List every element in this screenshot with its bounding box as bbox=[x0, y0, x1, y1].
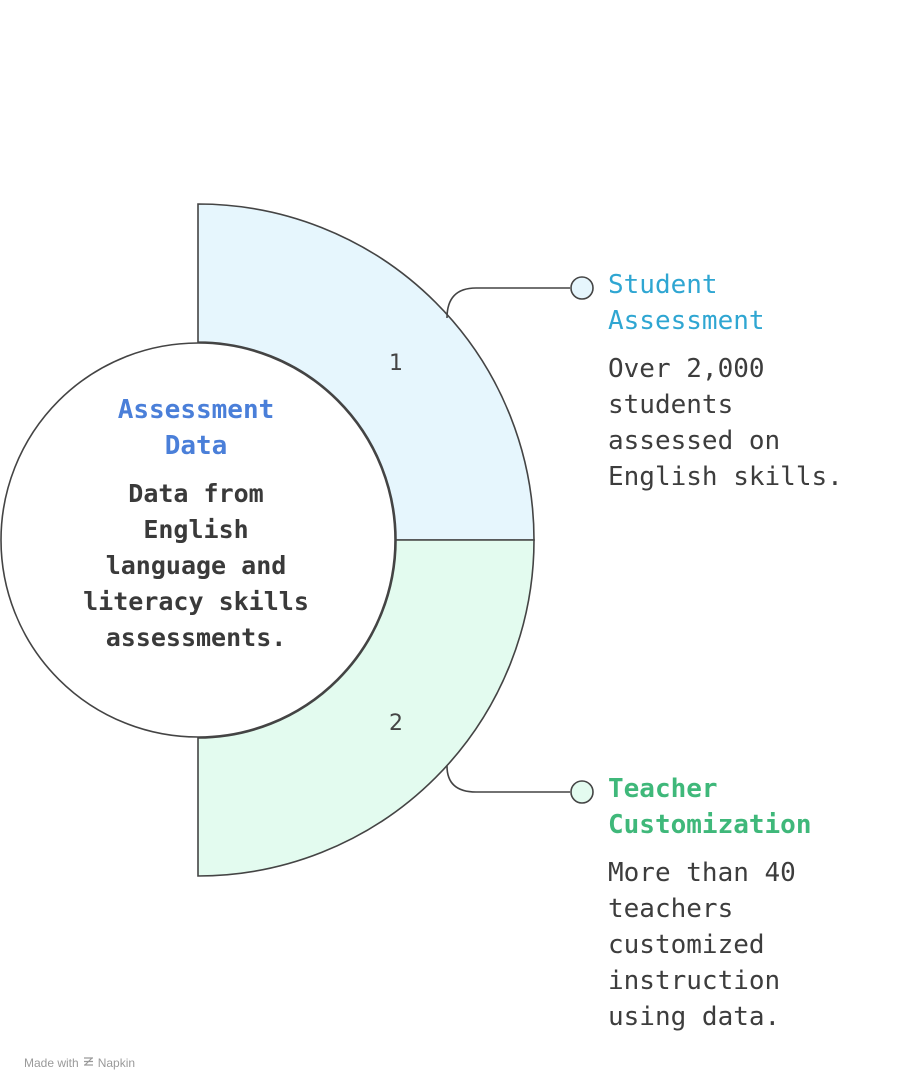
segment-2-description: More than 40 teachers customized instruc… bbox=[608, 858, 796, 1032]
segment-2-number: 2 bbox=[389, 711, 403, 736]
segment-1-description: Over 2,000 students assessed on English … bbox=[608, 354, 843, 492]
segment-1-shape bbox=[197, 203, 535, 541]
connector-2-dot bbox=[570, 780, 594, 804]
napkin-logo-icon bbox=[83, 1056, 94, 1070]
center-description: Data from English language and literacy … bbox=[83, 479, 309, 652]
connector-1-dot bbox=[570, 276, 594, 300]
segment-2-shape bbox=[197, 539, 535, 877]
segment-1-title: Student Assessment bbox=[608, 270, 765, 336]
center-circle bbox=[0, 342, 396, 738]
footer-watermark: Made with Napkin bbox=[24, 1056, 135, 1070]
segment-2-title: Teacher Customization bbox=[608, 774, 812, 840]
footer-made-with: Made with bbox=[24, 1056, 79, 1070]
connector-2-line bbox=[446, 765, 570, 793]
connector-1-line bbox=[446, 287, 570, 319]
segment-1-number: 1 bbox=[389, 351, 403, 376]
center-title: Assessment Data bbox=[117, 395, 275, 461]
footer-brand: Napkin bbox=[97, 1056, 136, 1070]
